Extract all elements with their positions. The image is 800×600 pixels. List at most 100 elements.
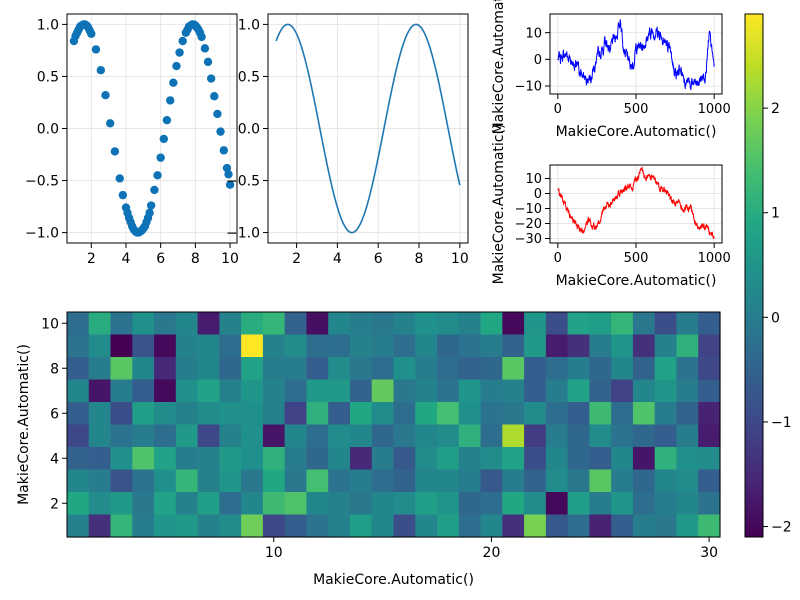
heatmap-cell-9-21 xyxy=(524,514,547,538)
heatmap-cell-9-8 xyxy=(241,514,264,538)
scatter-point-16 xyxy=(110,147,120,156)
heatmap-cell-6-20 xyxy=(502,447,525,471)
heatmap-cell-0-24 xyxy=(589,312,612,336)
heatmap-cell-9-24 xyxy=(589,514,612,538)
heatmap-cell-3-11 xyxy=(306,379,329,403)
heatmap-cell-0-6 xyxy=(197,312,220,336)
line-xticklabel-3: 8 xyxy=(415,251,424,267)
scatter-point-13 xyxy=(96,66,106,75)
heatmap-cell-7-9 xyxy=(262,469,286,493)
heatmap-cell-8-12 xyxy=(328,492,351,516)
heatmap-cell-6-27 xyxy=(654,447,678,471)
heatmap-cells xyxy=(67,312,721,538)
heatmap-cell-8-28 xyxy=(676,492,699,516)
scatter-xticklabel-2: 6 xyxy=(156,251,165,267)
heatmap-cell-9-0 xyxy=(67,514,90,538)
heatmap-cell-0-25 xyxy=(611,312,634,336)
scatter-point-15 xyxy=(105,119,115,128)
heatmap-cell-7-2 xyxy=(110,469,133,493)
heatmap-cell-7-15 xyxy=(393,469,416,493)
heatmap-cell-3-13 xyxy=(349,379,373,403)
heatmap-cell-8-5 xyxy=(175,492,199,516)
heatmap-cell-1-0 xyxy=(67,334,90,358)
heatmap-cell-4-14 xyxy=(371,402,395,426)
scatter-yticklabel-0: −1.0 xyxy=(25,226,59,242)
line-xticklabel-2: 6 xyxy=(374,251,383,267)
heatmap-cell-6-16 xyxy=(415,447,438,471)
heatmap-cell-9-25 xyxy=(611,514,634,538)
heatmap-cell-8-7 xyxy=(219,492,242,516)
heatmap-xticklabel-0: 10 xyxy=(265,545,283,561)
heatmap-cell-6-19 xyxy=(480,447,503,471)
heatmap-cell-6-15 xyxy=(393,447,416,471)
heatmap-cell-9-28 xyxy=(676,514,699,538)
heatmap-cell-4-26 xyxy=(632,402,656,426)
heatmap-cell-9-6 xyxy=(197,514,220,538)
heatmap-cell-5-14 xyxy=(371,424,395,448)
heatmap-cell-8-2 xyxy=(110,492,133,516)
walk_blue-xticklabel-2: 1000 xyxy=(698,102,731,117)
heatmap-cell-5-21 xyxy=(524,424,547,448)
heatmap-cell-7-20 xyxy=(502,469,525,493)
scatter-point-42 xyxy=(169,78,178,87)
heatmap-cell-7-12 xyxy=(328,469,351,493)
heatmap-cell-8-20 xyxy=(502,492,525,516)
heatmap-cell-8-0 xyxy=(67,492,90,516)
heatmap-cell-2-17 xyxy=(437,357,460,381)
heatmap-cell-7-14 xyxy=(371,469,395,493)
walk_blue-yticklabel-2: 10 xyxy=(525,26,542,41)
heatmap-cell-7-25 xyxy=(611,469,634,493)
heatmap-cell-4-8 xyxy=(241,402,264,426)
heatmap-cell-6-2 xyxy=(110,447,133,471)
scatter-axes: 2 4 6 8 10 −1.0 −0.5 0.0 0.5 1.0 xyxy=(25,13,239,267)
heatmap-cell-3-4 xyxy=(154,379,177,403)
walk_blue-xticklabel-0: 0 xyxy=(554,102,562,117)
heatmap-yticklabel-4: 10 xyxy=(41,316,59,332)
heatmap-cell-8-14 xyxy=(371,492,395,516)
heatmap-cell-5-3 xyxy=(132,424,155,448)
heatmap-cell-1-19 xyxy=(480,334,503,358)
scatter-point-44 xyxy=(175,48,184,57)
heatmap-cell-1-26 xyxy=(632,334,656,358)
scatter-point-38 xyxy=(156,153,165,162)
heatmap-cell-7-1 xyxy=(88,469,112,493)
heatmap-cell-2-8 xyxy=(241,357,264,381)
heatmap-cell-9-27 xyxy=(654,514,678,538)
heatmap-cell-8-18 xyxy=(458,492,482,516)
heatmap-cell-0-22 xyxy=(545,312,569,336)
heatmap-cell-4-10 xyxy=(284,402,308,426)
walk_red-xticklabel-1: 500 xyxy=(624,251,649,266)
heatmap-cell-3-12 xyxy=(328,379,351,403)
heatmap-cell-8-9 xyxy=(262,492,286,516)
heatmap-cell-2-26 xyxy=(632,357,656,381)
heatmap-cell-3-3 xyxy=(132,379,155,403)
heatmap-cell-3-1 xyxy=(88,379,112,403)
heatmap-xticklabel-2: 30 xyxy=(700,545,718,561)
heatmap-cell-9-26 xyxy=(632,514,656,538)
walk_red-yticklabel-2: −10 xyxy=(515,202,542,217)
heatmap-cell-9-3 xyxy=(132,514,155,538)
heatmap-cell-6-5 xyxy=(175,447,199,471)
heatmap-yticklabel-2: 6 xyxy=(50,406,59,422)
heatmap-cell-4-12 xyxy=(328,402,351,426)
heatmap-cell-0-19 xyxy=(480,312,503,336)
scatter-point-57 xyxy=(200,44,210,53)
heatmap-cell-6-8 xyxy=(241,447,264,471)
heatmap-cell-0-2 xyxy=(110,312,133,336)
heatmap-cell-8-4 xyxy=(154,492,177,516)
heatmap-cell-5-27 xyxy=(654,424,678,448)
walk_red-line xyxy=(557,166,715,240)
heatmap-cell-9-13 xyxy=(349,514,373,538)
heatmap-cell-9-2 xyxy=(110,514,133,538)
heatmap-cell-1-17 xyxy=(437,334,460,358)
walk_blue-axes: 0 500 1000 −10 0 10 MakieCore.Automatic() Makie… xyxy=(491,0,731,140)
heatmap-cell-3-5 xyxy=(175,379,199,403)
heatmap-cell-8-3 xyxy=(132,492,155,516)
heatmap-cell-9-23 xyxy=(567,514,590,538)
heatmap-cell-2-27 xyxy=(654,357,678,381)
scatter-point-65 xyxy=(224,170,233,179)
heatmap-cell-4-20 xyxy=(502,402,525,426)
heatmap-cell-6-22 xyxy=(545,447,569,471)
heatmap-cell-0-0 xyxy=(67,312,90,336)
heatmap-cell-2-1 xyxy=(88,357,112,381)
